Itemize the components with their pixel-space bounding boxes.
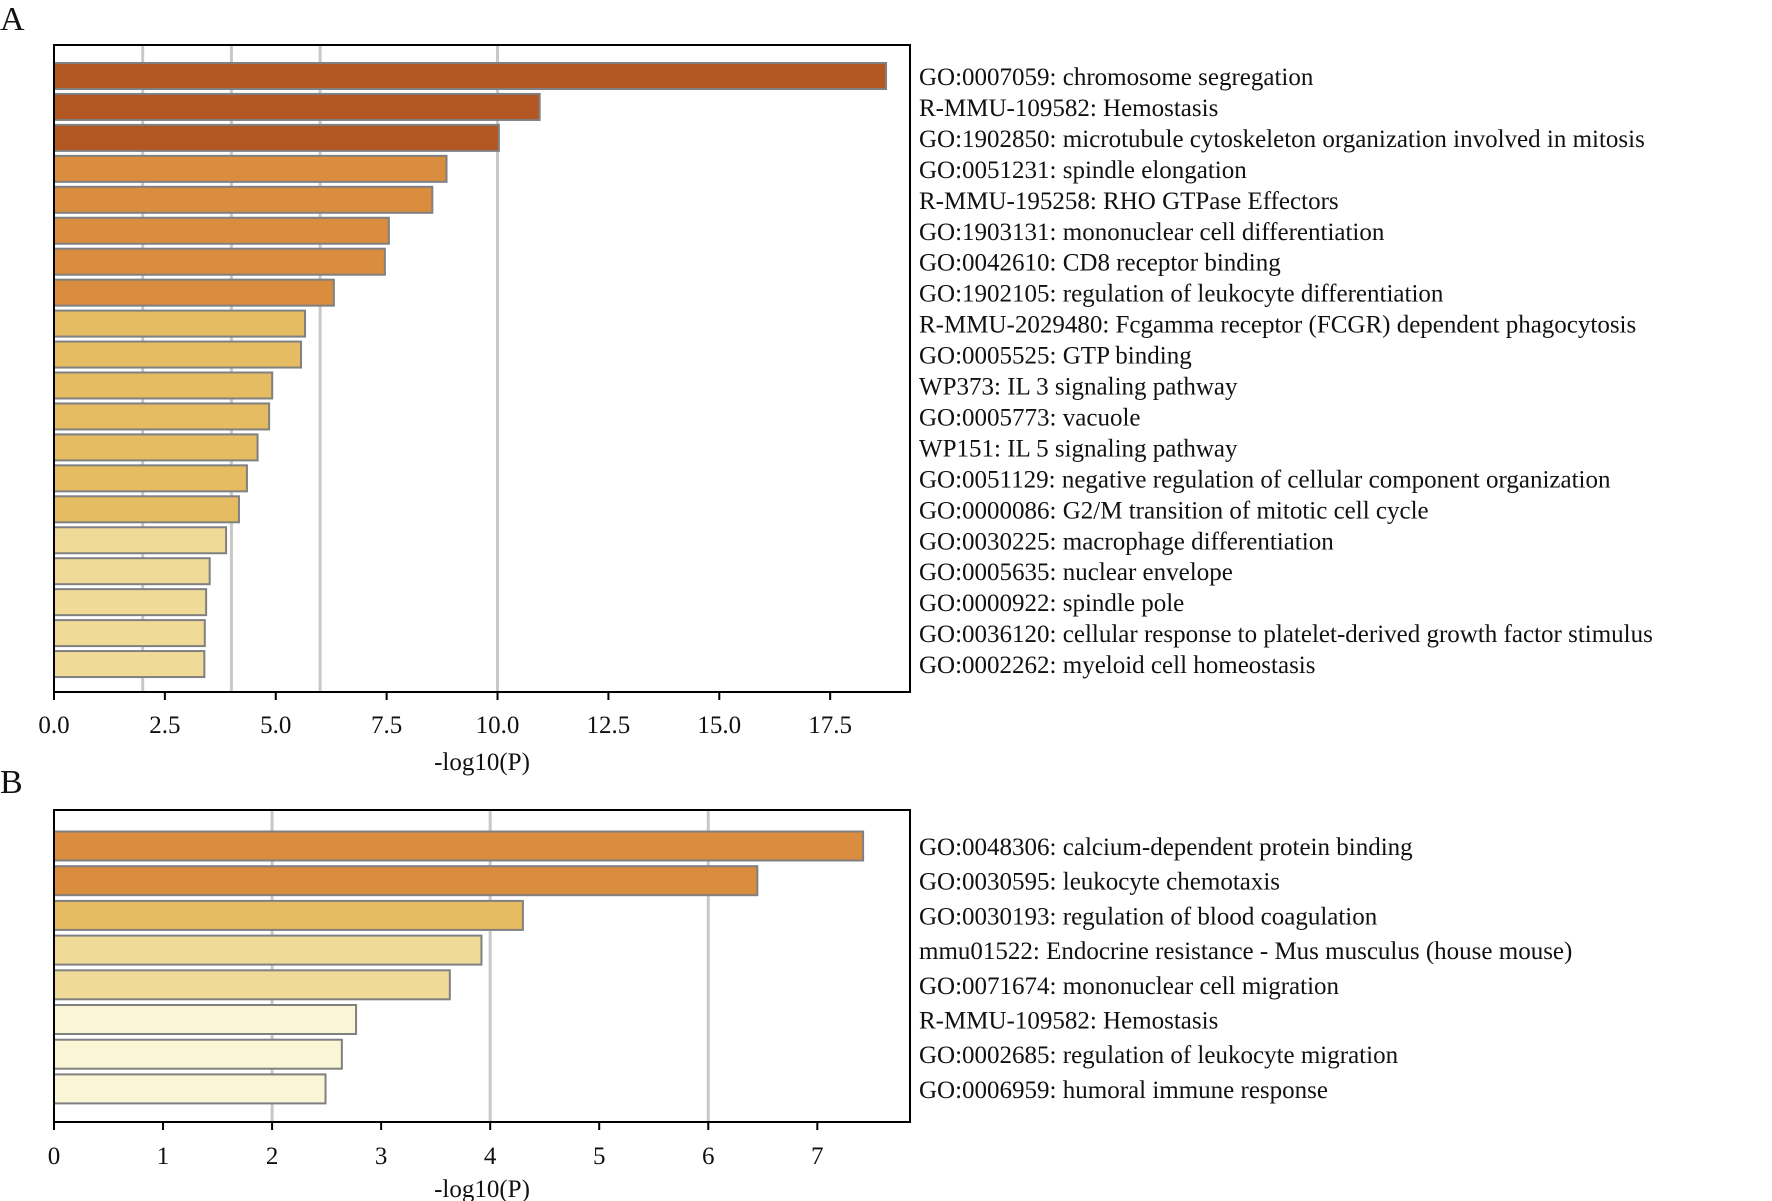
bar	[53, 830, 865, 862]
plot-frame	[53, 44, 911, 693]
x-tick-label: 2.5	[149, 712, 180, 739]
category-label: mmu01522: Endocrine resistance - Mus mus…	[919, 938, 1572, 965]
x-axis-label: -log10(P)	[434, 1176, 530, 1201]
category-label: GO:0005773: vacuole	[919, 404, 1140, 431]
x-tick-label: 10.0	[476, 712, 520, 739]
x-tick-label: 7.5	[371, 712, 402, 739]
bar	[53, 340, 303, 369]
category-label: GO:0042610: CD8 receptor binding	[919, 250, 1281, 277]
bar	[53, 1004, 358, 1035]
category-label: GO:0002262: myeloid cell homeostasis	[919, 652, 1315, 679]
bar	[53, 92, 541, 121]
category-label: GO:0005525: GTP binding	[919, 343, 1192, 370]
bar	[53, 934, 483, 966]
bar	[53, 495, 240, 524]
x-tick-label: 17.5	[808, 712, 852, 739]
chart-panel-a: A GO:0007059: chromosome segregation R-MMU…	[0, 1, 1653, 776]
x-tick-label: 2	[266, 1143, 279, 1170]
x-tick-label: 0.0	[38, 712, 69, 739]
plot-frame	[53, 809, 911, 1123]
bar	[53, 899, 524, 931]
category-label: WP373: IL 3 signaling pathway	[919, 374, 1238, 401]
panel-label: A	[0, 1, 25, 38]
bar	[53, 1038, 343, 1070]
category-label: GO:0051129: negative regulation of cellu…	[919, 466, 1611, 493]
category-label: GO:0007059: chromosome segregation	[919, 64, 1314, 91]
bar	[53, 865, 759, 897]
category-label: GO:1902850: microtubule cytoskeleton org…	[919, 126, 1645, 153]
x-tick-label: 4	[484, 1143, 497, 1170]
category-label: GO:0071674: mononuclear cell migration	[919, 973, 1340, 1000]
bar	[53, 969, 451, 1001]
x-tick-label: 15.0	[697, 712, 741, 739]
bar	[53, 526, 228, 555]
bar	[53, 62, 888, 90]
x-tick-label: 3	[375, 1143, 388, 1170]
bar	[53, 247, 386, 276]
category-label: GO:1902105: regulation of leukocyte diff…	[919, 281, 1444, 308]
bar	[53, 588, 208, 617]
bar	[53, 650, 206, 679]
x-tick-label: 5.0	[260, 712, 291, 739]
bar	[53, 123, 500, 152]
category-label: GO:0036120: cellular response to platele…	[919, 621, 1653, 648]
x-tick-label: 5	[593, 1143, 606, 1170]
bar	[53, 309, 307, 338]
x-tick-label: 12.5	[587, 712, 631, 739]
bar	[53, 1073, 327, 1105]
x-axis-label: -log10(P)	[434, 749, 530, 776]
bar	[53, 619, 206, 648]
bar	[53, 216, 390, 245]
x-tick-label: 7	[811, 1143, 824, 1170]
bar	[53, 402, 271, 431]
panel-label: B	[0, 764, 23, 801]
category-label: R-MMU-195258: RHO GTPase Effectors	[919, 188, 1339, 215]
bar	[53, 185, 434, 214]
chart-panel-b: B GO:0048306: calcium-dependent protein b…	[0, 764, 1572, 1201]
category-label: GO:0006959: humoral immune response	[919, 1077, 1328, 1104]
x-tick-label: 1	[157, 1143, 170, 1170]
category-label: R-MMU-109582: Hemostasis	[919, 1008, 1218, 1035]
category-label: GO:1903131: mononuclear cell differentia…	[919, 219, 1385, 246]
category-label: GO:0030595: leukocyte chemotaxis	[919, 869, 1280, 896]
category-label: R-MMU-109582: Hemostasis	[919, 95, 1218, 122]
category-label: GO:0051231: spindle elongation	[919, 157, 1247, 184]
category-label: GO:0005635: nuclear envelope	[919, 559, 1233, 586]
bar	[53, 433, 259, 462]
bar	[53, 154, 448, 183]
category-label: GO:0002685: regulation of leukocyte migr…	[919, 1042, 1399, 1069]
category-label: GO:0048306: calcium-dependent protein bi…	[919, 834, 1413, 861]
bar	[53, 557, 211, 586]
bar	[53, 278, 335, 307]
bar	[53, 464, 248, 493]
x-tick-label: 0	[48, 1143, 61, 1170]
category-label: GO:0030225: macrophage differentiation	[919, 528, 1334, 555]
category-label: GO:0000086: G2/M transition of mitotic c…	[919, 497, 1429, 524]
x-tick-label: 6	[702, 1143, 715, 1170]
bar	[53, 371, 274, 400]
category-label: WP151: IL 5 signaling pathway	[919, 435, 1238, 462]
category-label: GO:0030193: regulation of blood coagulat…	[919, 903, 1378, 930]
category-label: GO:0000922: spindle pole	[919, 590, 1184, 617]
category-label: R-MMU-2029480: Fcgamma receptor (FCGR) d…	[919, 312, 1636, 339]
